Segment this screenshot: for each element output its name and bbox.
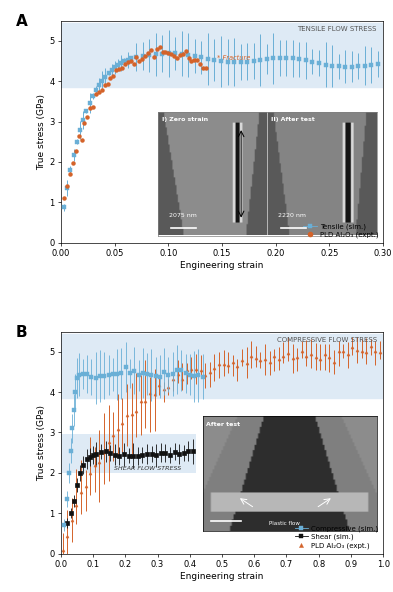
X-axis label: Engineering strain: Engineering strain [180,260,264,270]
X-axis label: Engineering strain: Engineering strain [180,571,264,581]
Text: A: A [16,14,28,29]
Text: COMPRESSIVE FLOW STRESS: COMPRESSIVE FLOW STRESS [277,337,377,343]
Text: SHEAR FLOW STRESS: SHEAR FLOW STRESS [114,465,181,471]
Y-axis label: True stress (GPa): True stress (GPa) [37,94,46,170]
Text: * Fracture: * Fracture [217,55,250,62]
Legend: Compressive (sim.), Shear (sim.), PLD Al₂O₃ (expt.): Compressive (sim.), Shear (sim.), PLD Al… [293,525,380,550]
Bar [61,435,196,473]
Text: B: B [16,325,28,340]
Bar [61,22,383,88]
Bar [61,333,383,398]
Y-axis label: True stress (GPa): True stress (GPa) [37,404,46,481]
Text: TENSILE FLOW STRESS: TENSILE FLOW STRESS [298,26,377,33]
Legend: Tensile (sim.), PLD Al₂O₃ (expt.): Tensile (sim.), PLD Al₂O₃ (expt.) [302,222,380,239]
